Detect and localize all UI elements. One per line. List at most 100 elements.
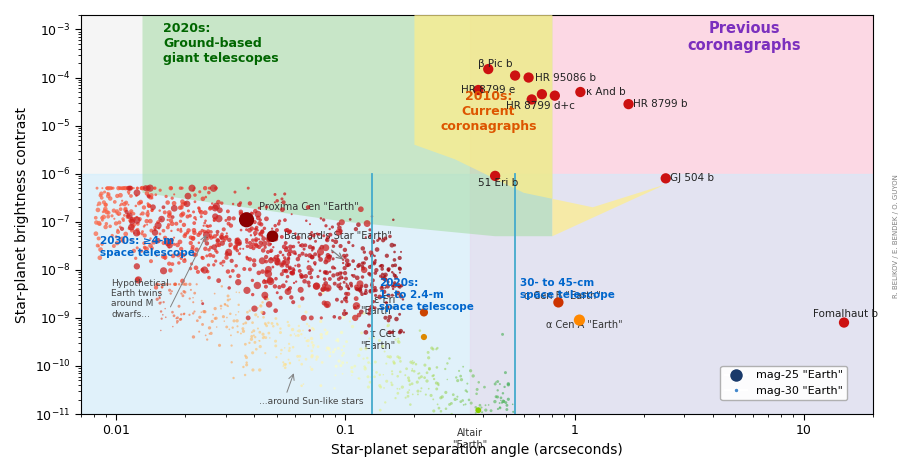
Point [178, 200, 193, 207]
Point [363, 271, 378, 278]
Point [305, 245, 320, 253]
Point [351, 352, 366, 359]
Point [214, 260, 229, 267]
Point [104, 212, 119, 219]
Point [90, 206, 105, 214]
Point [143, 194, 158, 201]
Point [195, 227, 209, 235]
Point [282, 265, 297, 272]
Point [323, 231, 337, 238]
Point [489, 433, 503, 441]
Point [271, 256, 286, 264]
Point [148, 226, 162, 234]
Point [380, 322, 395, 330]
Point [278, 344, 292, 352]
Point [220, 268, 235, 275]
Point [444, 411, 459, 418]
Point [317, 299, 332, 307]
Point [362, 379, 377, 386]
Point [176, 251, 191, 259]
Point [375, 343, 390, 350]
Point [248, 225, 263, 233]
Point [153, 327, 168, 334]
Point [275, 270, 290, 278]
Point [118, 205, 133, 212]
Point [89, 219, 103, 226]
Point [336, 359, 350, 367]
Point [331, 220, 346, 228]
Point [162, 287, 177, 294]
Point [349, 225, 363, 233]
Point [114, 237, 129, 244]
Point [195, 266, 209, 274]
Point [158, 254, 172, 262]
Point [158, 253, 172, 261]
Point [197, 308, 212, 316]
Point [170, 319, 184, 327]
Point [333, 242, 348, 250]
Point [183, 286, 198, 294]
Point [128, 202, 143, 210]
Point [365, 277, 380, 284]
Point [120, 185, 135, 192]
Point [339, 310, 354, 317]
Point [463, 367, 478, 375]
Point [148, 224, 162, 231]
Point [153, 186, 168, 194]
Point [490, 424, 504, 431]
Point [263, 334, 278, 342]
Point [471, 379, 486, 386]
Point [455, 396, 470, 404]
Point [336, 274, 350, 282]
Point [378, 276, 393, 284]
Point [209, 202, 224, 210]
Point [301, 342, 315, 350]
Point [251, 304, 266, 312]
Point [300, 320, 314, 328]
Point [319, 347, 334, 354]
Point [147, 238, 161, 246]
Point [357, 259, 372, 267]
Point [247, 261, 262, 269]
Point [337, 307, 352, 314]
Point [496, 413, 511, 420]
Point [270, 289, 285, 296]
Point [458, 401, 473, 408]
Point [399, 365, 414, 372]
Point [474, 404, 489, 411]
Point [336, 370, 350, 378]
Point [173, 316, 188, 323]
Point [210, 237, 225, 245]
Point [329, 296, 344, 303]
Point [229, 288, 243, 296]
Point [377, 288, 392, 295]
Text: τ Cet
"Earth": τ Cet "Earth" [361, 329, 396, 351]
Point [131, 229, 146, 237]
Point [379, 299, 394, 306]
Point [187, 219, 202, 227]
Point [173, 245, 188, 253]
Point [123, 212, 137, 219]
Point [261, 270, 276, 278]
Point [368, 284, 383, 292]
Point [186, 186, 201, 194]
Point [129, 216, 144, 224]
Point [326, 272, 341, 279]
Point [163, 217, 178, 224]
Point [414, 419, 429, 427]
Point [339, 338, 354, 346]
Point [171, 280, 186, 288]
Point [321, 255, 336, 263]
Point [175, 201, 190, 208]
Point [191, 231, 206, 239]
Point [215, 199, 230, 207]
Point [446, 391, 461, 398]
Point [249, 346, 264, 353]
Point [280, 288, 295, 295]
Point [317, 275, 332, 283]
Point [180, 229, 195, 236]
Point [211, 215, 226, 222]
Point [313, 331, 328, 338]
Point [361, 270, 376, 278]
Point [161, 260, 176, 268]
